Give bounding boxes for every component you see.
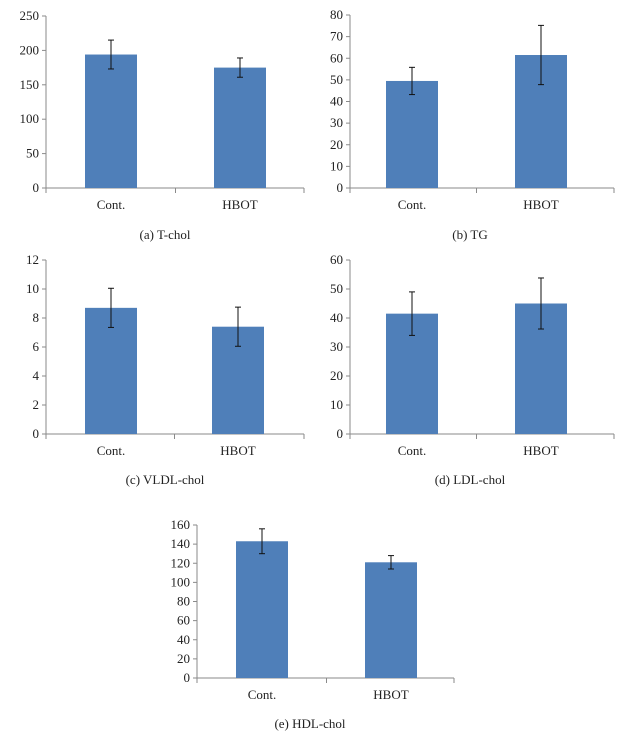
x-category-label: HBOT <box>373 687 408 702</box>
y-tick-label: 40 <box>330 310 343 325</box>
x-category-label: HBOT <box>222 197 257 212</box>
y-tick-label: 4 <box>33 368 40 383</box>
y-tick-label: 2 <box>33 397 40 412</box>
chart-d-svg: 0 10 20 30 40 50 60 Cont. HBOT <box>330 252 615 458</box>
y-tick-label: 80 <box>330 7 343 22</box>
chart-c-svg: 0 2 4 6 8 10 12 Cont. HBOT <box>26 252 305 458</box>
chart-e-svg: 0 20 40 60 80 100 120 140 160 Cont. HBOT <box>171 517 455 702</box>
x-category-label: HBOT <box>523 443 558 458</box>
y-tick-label: 12 <box>26 252 39 267</box>
y-tick-label: 30 <box>330 115 343 130</box>
y-tick-label: 60 <box>330 50 343 65</box>
chart-panel-b: 0 10 20 30 40 50 60 70 80 Cont. HBOT <box>310 0 625 212</box>
chart-panel-e: 0 20 40 60 80 100 120 140 160 Cont. HBOT <box>150 510 470 710</box>
y-tick-label: 140 <box>171 536 191 551</box>
x-category-label: HBOT <box>523 197 558 212</box>
y-tick-label: 0 <box>33 180 40 195</box>
y-tick-label: 0 <box>337 426 344 441</box>
caption-e: (e) HDL-chol <box>274 716 346 731</box>
bar-cont <box>236 541 288 678</box>
y-tick-label: 50 <box>26 146 39 161</box>
y-tick-label: 10 <box>330 397 343 412</box>
y-tick-label: 50 <box>330 281 343 296</box>
caption-d: (d) LDL-chol <box>434 472 506 487</box>
chart-b-svg: 0 10 20 30 40 50 60 70 80 Cont. HBOT <box>330 7 615 212</box>
x-category-label: Cont. <box>97 197 126 212</box>
x-category-label: Cont. <box>398 443 427 458</box>
caption-c: (c) VLDL-chol <box>125 472 205 487</box>
y-tick-label: 50 <box>330 72 343 87</box>
caption-b: (b) TG <box>452 227 488 242</box>
y-tick-label: 20 <box>330 137 343 152</box>
y-tick-label: 200 <box>20 42 40 57</box>
bar-cont <box>386 80 438 188</box>
y-tick-label: 8 <box>33 310 40 325</box>
y-tick-label: 250 <box>20 8 40 23</box>
y-tick-label: 10 <box>330 158 343 173</box>
y-tick-label: 20 <box>177 651 190 666</box>
y-tick-label: 70 <box>330 29 343 44</box>
caption-a: (a) T-chol <box>139 227 191 242</box>
y-tick-label: 60 <box>330 252 343 267</box>
bar-hbot <box>214 67 266 188</box>
y-tick-label: 40 <box>330 94 343 109</box>
y-tick-label: 160 <box>171 517 191 532</box>
y-tick-label: 20 <box>330 368 343 383</box>
y-tick-label: 120 <box>171 555 191 570</box>
chart-a-svg: 0 50 100 150 200 250 Cont. HBOT <box>20 8 305 212</box>
y-tick-label: 80 <box>177 594 190 609</box>
x-category-label: Cont. <box>97 443 126 458</box>
y-tick-label: 150 <box>20 77 40 92</box>
chart-panel-a: 0 50 100 150 200 250 Cont. HBOT <box>0 0 310 212</box>
x-category-label: Cont. <box>248 687 277 702</box>
y-tick-label: 10 <box>26 281 39 296</box>
y-tick-label: 6 <box>33 339 40 354</box>
bar-hbot <box>365 562 417 678</box>
y-tick-label: 30 <box>330 339 343 354</box>
chart-panel-c: 0 2 4 6 8 10 12 Cont. HBOT <box>0 250 310 458</box>
y-tick-label: 100 <box>20 111 40 126</box>
y-tick-label: 0 <box>33 426 40 441</box>
y-tick-label: 100 <box>171 574 191 589</box>
y-tick-label: 60 <box>177 613 190 628</box>
x-category-label: Cont. <box>398 197 427 212</box>
y-tick-label: 0 <box>184 670 191 685</box>
chart-panel-d: 0 10 20 30 40 50 60 Cont. HBOT <box>310 250 625 458</box>
y-tick-label: 0 <box>337 180 344 195</box>
bar-cont <box>85 54 137 188</box>
x-category-label: HBOT <box>220 443 255 458</box>
bar-cont <box>85 307 137 434</box>
y-tick-label: 40 <box>177 632 190 647</box>
